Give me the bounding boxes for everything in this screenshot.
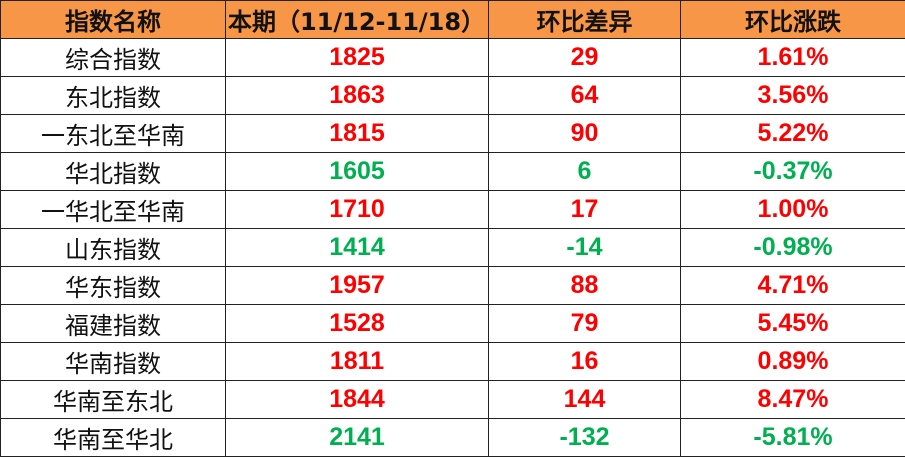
table-row: 一华北至华南 1710 17 1.00% (0, 190, 905, 229)
table-row: 一东北至华南 1815 90 5.22% (0, 114, 905, 153)
index-name-cell: 华东指数 (0, 266, 226, 305)
index-name-cell: 山东指数 (0, 228, 226, 267)
index-name-cell: 华南至华北 (0, 418, 226, 457)
diff-cell: 64 (488, 76, 681, 115)
index-name-cell: 综合指数 (0, 38, 226, 77)
table-row: 福建指数 1528 79 5.45% (0, 304, 905, 343)
current-value-cell: 1528 (225, 304, 489, 343)
header-index-name: 指数名称 (0, 0, 226, 39)
change-pct-cell: 0.89% (680, 342, 905, 381)
diff-cell: 144 (488, 380, 681, 419)
current-value-cell: 1815 (225, 114, 489, 153)
table-row: 综合指数 1825 29 1.61% (0, 38, 905, 77)
current-value-cell: 1825 (225, 38, 489, 77)
diff-cell: 88 (488, 266, 681, 305)
change-pct-cell: 1.00% (680, 190, 905, 229)
diff-cell: 90 (488, 114, 681, 153)
header-current-period: 本期（11/12-11/18） (225, 0, 489, 39)
current-value-cell: 1605 (225, 152, 489, 191)
diff-cell: 79 (488, 304, 681, 343)
header-diff: 环比差异 (488, 0, 681, 39)
index-name-cell: 华南指数 (0, 342, 226, 381)
table-row: 华南至华北 2141 -132 -5.81% (0, 418, 905, 457)
index-name-cell: 一东北至华南 (0, 114, 226, 153)
change-pct-cell: 8.47% (680, 380, 905, 419)
diff-cell: 6 (488, 152, 681, 191)
table-row: 山东指数 1414 -14 -0.98% (0, 228, 905, 267)
table-row: 华南指数 1811 16 0.89% (0, 342, 905, 381)
table-row: 华北指数 1605 6 -0.37% (0, 152, 905, 191)
current-value-cell: 1414 (225, 228, 489, 267)
diff-cell: -132 (488, 418, 681, 457)
index-name-cell: 华南至东北 (0, 380, 226, 419)
current-value-cell: 1863 (225, 76, 489, 115)
current-value-cell: 1957 (225, 266, 489, 305)
diff-cell: -14 (488, 228, 681, 267)
table-row: 东北指数 1863 64 3.56% (0, 76, 905, 115)
table-row: 华南至东北 1844 144 8.47% (0, 380, 905, 419)
diff-cell: 17 (488, 190, 681, 229)
current-value-cell: 1844 (225, 380, 489, 419)
current-value-cell: 1811 (225, 342, 489, 381)
table-row: 华东指数 1957 88 4.71% (0, 266, 905, 305)
index-name-cell: 东北指数 (0, 76, 226, 115)
header-row: 指数名称 本期（11/12-11/18） 环比差异 环比涨跌 (0, 0, 905, 39)
current-value-cell: 1710 (225, 190, 489, 229)
index-name-cell: 一华北至华南 (0, 190, 226, 229)
index-name-cell: 华北指数 (0, 152, 226, 191)
header-change-pct: 环比涨跌 (680, 0, 905, 39)
change-pct-cell: 3.56% (680, 76, 905, 115)
change-pct-cell: -0.37% (680, 152, 905, 191)
index-name-cell: 福建指数 (0, 304, 226, 343)
change-pct-cell: -0.98% (680, 228, 905, 267)
diff-cell: 16 (488, 342, 681, 381)
diff-cell: 29 (488, 38, 681, 77)
current-value-cell: 2141 (225, 418, 489, 457)
change-pct-cell: 5.22% (680, 114, 905, 153)
change-pct-cell: 5.45% (680, 304, 905, 343)
change-pct-cell: 1.61% (680, 38, 905, 77)
change-pct-cell: -5.81% (680, 418, 905, 457)
change-pct-cell: 4.71% (680, 266, 905, 305)
